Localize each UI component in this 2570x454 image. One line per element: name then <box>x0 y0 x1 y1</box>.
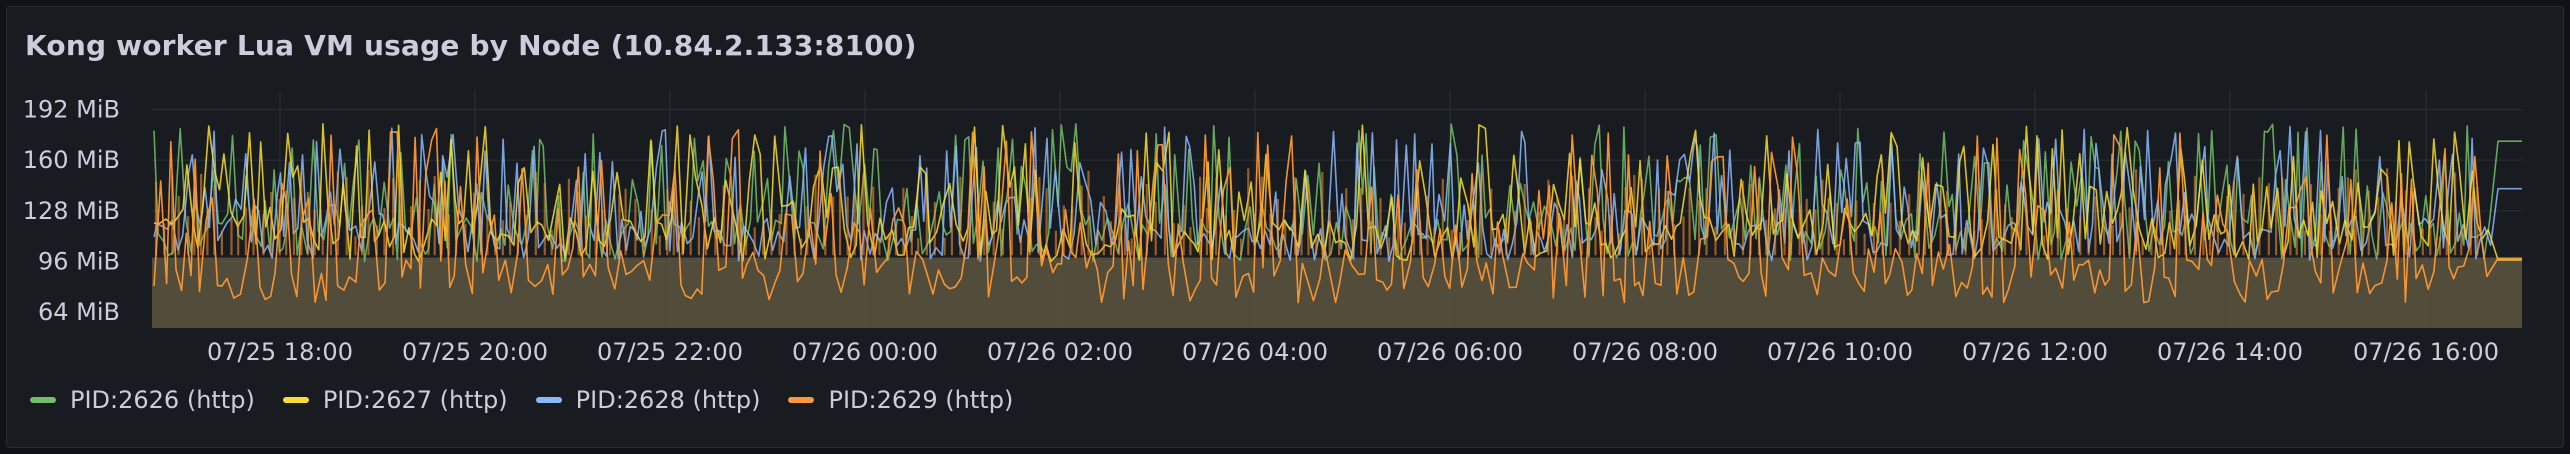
legend-swatch <box>535 397 562 403</box>
x-tick-label: 07/26 14:00 <box>2157 338 2303 366</box>
series-band <box>154 168 2479 256</box>
y-tick-label: 96 MiB <box>38 248 120 276</box>
x-tick-label: 07/26 16:00 <box>2353 338 2499 366</box>
legend: PID:2626 (http) PID:2627 (http) PID:2628… <box>30 386 1013 414</box>
x-tick-label: 07/25 18:00 <box>207 338 353 366</box>
legend-swatch <box>30 397 56 403</box>
x-tick-label: 07/26 08:00 <box>1572 338 1718 366</box>
legend-item-pid-2627[interactable]: PID:2627 (http) <box>282 386 508 414</box>
legend-item-pid-2626[interactable]: PID:2626 (http) <box>30 386 255 414</box>
x-tick-label: 07/26 06:00 <box>1377 338 1523 366</box>
y-tick-label: 128 MiB <box>23 197 120 225</box>
legend-item-pid-2629[interactable]: PID:2629 (http) <box>788 386 1013 414</box>
series-line <box>153 123 2522 263</box>
legend-swatch <box>788 397 815 403</box>
x-tick-label: 07/26 00:00 <box>792 338 938 366</box>
legend-label: PID:2626 (http) <box>70 386 255 414</box>
y-tick-label: 160 MiB <box>23 146 120 174</box>
legend-label: PID:2627 (http) <box>322 386 508 414</box>
legend-label: PID:2628 (http) <box>575 386 761 414</box>
x-tick-label: 07/26 04:00 <box>1182 338 1328 366</box>
x-tick-label: 07/26 02:00 <box>987 338 1133 366</box>
series-line <box>153 127 2522 304</box>
x-tick-label: 07/26 12:00 <box>1962 338 2108 366</box>
panel-title[interactable]: Kong worker Lua VM usage by Node (10.84.… <box>25 29 917 62</box>
x-tick-label: 07/26 10:00 <box>1767 338 1913 366</box>
x-tick-label: 07/25 20:00 <box>402 338 548 366</box>
legend-item-pid-2628[interactable]: PID:2628 (http) <box>535 386 761 414</box>
legend-swatch <box>282 397 309 403</box>
y-tick-label: 192 MiB <box>23 96 120 124</box>
y-tick-label: 64 MiB <box>38 298 120 326</box>
legend-label: PID:2629 (http) <box>828 386 1014 414</box>
x-tick-label: 07/25 22:00 <box>597 338 743 366</box>
